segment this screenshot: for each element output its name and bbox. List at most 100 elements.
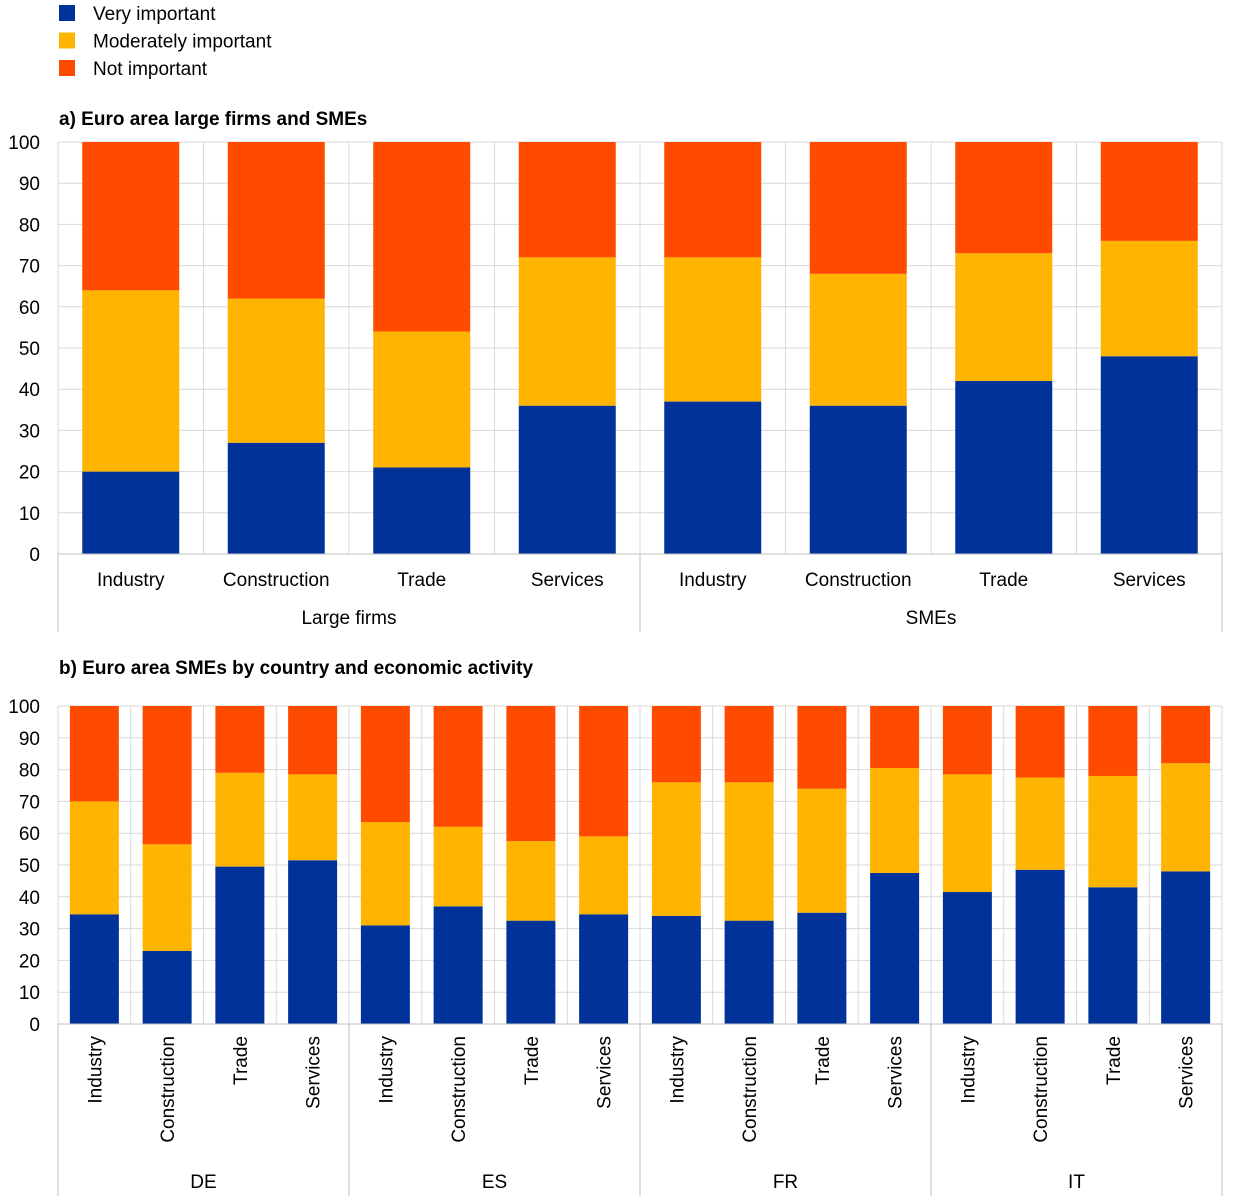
bar-very-important: [809, 405, 907, 554]
category-label: Services: [886, 1036, 907, 1109]
bar-not-important: [82, 142, 180, 291]
bar-very-important: [1100, 356, 1198, 554]
legend-label-not-important: Not important: [93, 59, 208, 80]
bar-moderately-important: [69, 801, 119, 915]
bar-moderately-important: [651, 782, 701, 916]
category-label: Construction: [223, 570, 330, 591]
panel-title: b) Euro area SMEs by country and economi…: [59, 658, 534, 679]
bar-not-important: [433, 706, 483, 827]
bar-moderately-important: [870, 768, 920, 873]
bar-not-important: [288, 706, 338, 775]
group-label: ES: [482, 1172, 507, 1193]
bar-moderately-important: [506, 841, 556, 921]
bar-moderately-important: [579, 836, 629, 915]
y-tick-label: 90: [19, 729, 40, 750]
bar-very-important: [724, 920, 774, 1024]
y-tick-label: 100: [8, 697, 40, 718]
bar-moderately-important: [1088, 775, 1138, 888]
category-label: Trade: [397, 570, 446, 591]
y-tick-label: 100: [8, 133, 40, 154]
bar-moderately-important: [142, 844, 192, 951]
bar-very-important: [870, 872, 920, 1024]
bar-not-important: [373, 142, 471, 332]
y-tick-label: 0: [29, 1015, 40, 1036]
bar-very-important: [1161, 871, 1211, 1024]
category-label: Industry: [85, 1036, 106, 1104]
y-tick-label: 0: [29, 545, 40, 566]
y-tick-label: 50: [19, 856, 40, 877]
group-label: FR: [773, 1172, 798, 1193]
bar-moderately-important: [360, 822, 410, 926]
bar-moderately-important: [518, 257, 616, 406]
y-tick-label: 90: [19, 174, 40, 195]
y-tick-label: 80: [19, 761, 40, 782]
bar-not-important: [215, 706, 265, 773]
bar-not-important: [809, 142, 907, 274]
bar-not-important: [1100, 142, 1198, 241]
category-label: Services: [531, 570, 604, 591]
bar-very-important: [651, 915, 701, 1024]
bar-very-important: [288, 860, 338, 1024]
bar-very-important: [955, 380, 1053, 554]
bar-not-important: [506, 706, 556, 842]
bar-very-important: [506, 920, 556, 1024]
y-tick-label: 60: [19, 824, 40, 845]
y-tick-label: 30: [19, 920, 40, 941]
legend: Very important Moderately important Not im…: [59, 4, 272, 80]
bar-very-important: [82, 471, 180, 554]
bar-moderately-important: [955, 253, 1053, 381]
bar-moderately-important: [288, 774, 338, 861]
panel-b: b) Euro area SMEs by country and economi…: [8, 658, 1223, 1196]
category-label: Services: [595, 1036, 616, 1109]
category-label: Services: [1113, 570, 1186, 591]
bar-very-important: [373, 467, 471, 554]
bar-moderately-important: [942, 774, 992, 893]
category-label: Services: [1177, 1036, 1198, 1109]
bar-not-important: [1161, 706, 1211, 764]
bar-very-important: [433, 906, 483, 1024]
bar-very-important: [227, 442, 325, 554]
bar-very-important: [518, 405, 616, 554]
bar-moderately-important: [809, 273, 907, 406]
y-tick-label: 40: [19, 888, 40, 909]
y-tick-label: 30: [19, 421, 40, 442]
bar-very-important: [664, 401, 762, 554]
y-tick-label: 10: [19, 504, 40, 525]
bar-not-important: [651, 706, 701, 783]
bar-moderately-important: [373, 331, 471, 468]
category-label: Trade: [522, 1036, 543, 1085]
category-label: Industry: [97, 570, 165, 591]
bar-very-important: [942, 892, 992, 1024]
legend-label-moderately-important: Moderately important: [93, 32, 272, 53]
y-tick-label: 60: [19, 298, 40, 319]
legend-swatch-not-important: [59, 60, 75, 76]
panel-title: a) Euro area large firms and SMEs: [59, 109, 367, 130]
bar-moderately-important: [1100, 240, 1198, 357]
bar-very-important: [142, 950, 192, 1024]
category-label: Construction: [1031, 1036, 1052, 1143]
category-label: Industry: [667, 1036, 688, 1104]
bar-not-important: [942, 706, 992, 775]
y-tick-label: 20: [19, 463, 40, 484]
category-label: Industry: [376, 1036, 397, 1104]
category-label: Trade: [979, 570, 1028, 591]
category-label: Trade: [813, 1036, 834, 1085]
y-tick-label: 70: [19, 257, 40, 278]
bar-not-important: [1015, 706, 1065, 778]
category-label: Construction: [740, 1036, 761, 1143]
bar-not-important: [360, 706, 410, 823]
category-label: Trade: [1104, 1036, 1125, 1085]
bar-not-important: [1088, 706, 1138, 776]
bar-moderately-important: [1015, 777, 1065, 870]
category-label: Services: [304, 1036, 325, 1109]
bar-moderately-important: [797, 788, 847, 913]
bar-moderately-important: [724, 782, 774, 921]
bar-not-important: [870, 706, 920, 769]
group-label: IT: [1068, 1172, 1085, 1193]
bar-moderately-important: [664, 257, 762, 402]
bar-moderately-important: [215, 772, 265, 867]
y-tick-label: 20: [19, 951, 40, 972]
y-tick-label: 70: [19, 792, 40, 813]
y-tick-label: 50: [19, 339, 40, 360]
